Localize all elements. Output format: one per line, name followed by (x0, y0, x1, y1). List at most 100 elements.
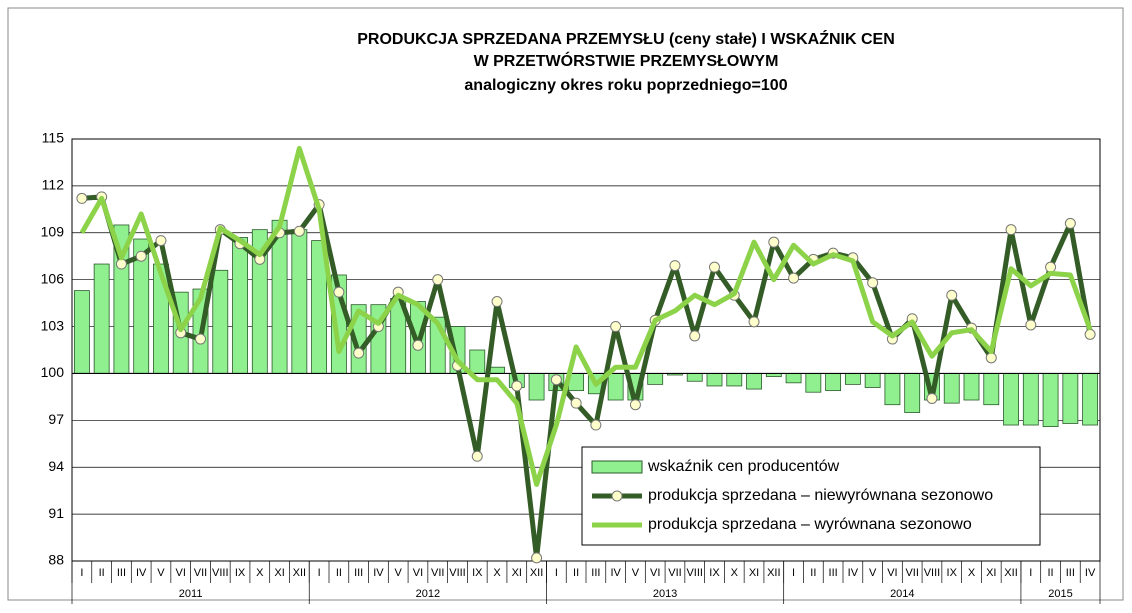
y-tick-label: 106 (41, 270, 65, 286)
x-tick-label: IV (848, 567, 859, 579)
marker (985, 352, 997, 364)
marker (709, 261, 720, 273)
x-tick-label: V (157, 567, 165, 579)
group-label: 2012 (416, 588, 440, 600)
group-label: 2015 (1048, 588, 1072, 600)
x-tick-label: XI (274, 567, 284, 579)
marker (333, 286, 345, 298)
x-tick-label: II (336, 567, 342, 579)
x-tick-label: II (1048, 567, 1054, 579)
marker (531, 552, 543, 564)
bar (746, 373, 762, 390)
x-tick-label: VI (887, 567, 897, 579)
marker (155, 235, 167, 247)
bar (983, 373, 1000, 406)
legend-label: wskaźnik cen producentów (647, 458, 840, 475)
bar (1042, 373, 1059, 427)
marker (867, 277, 879, 289)
bar (805, 373, 822, 393)
bar (291, 229, 308, 374)
bar (1003, 373, 1019, 426)
x-tick-label: III (1066, 567, 1075, 579)
group-label: 2014 (890, 588, 914, 600)
x-tick-label: IX (947, 567, 958, 579)
x-tick-label: II (810, 567, 816, 579)
marker (1045, 261, 1057, 273)
x-tick-label: I (318, 567, 321, 579)
bar (706, 373, 723, 387)
bar (686, 373, 703, 382)
line (81, 194, 1093, 561)
marker (610, 321, 622, 333)
bar (212, 269, 229, 374)
marker (946, 289, 958, 301)
x-tick-label: III (591, 567, 600, 579)
bar (864, 373, 881, 388)
x-tick-label: VII (431, 567, 444, 579)
bar (469, 349, 486, 374)
x-tick-label: X (493, 567, 501, 579)
marker (491, 296, 503, 308)
legend-marker (611, 490, 623, 502)
x-tick-label: IV (136, 567, 147, 579)
marker (1005, 224, 1017, 236)
x-tick-label: XII (767, 567, 780, 579)
marker (926, 392, 938, 404)
bar (489, 366, 505, 374)
bar (528, 373, 545, 401)
marker (195, 333, 206, 345)
x-tick-label: VI (650, 567, 660, 579)
x-tick-label: VII (668, 567, 681, 579)
marker (115, 258, 127, 270)
x-tick-label: III (117, 567, 126, 579)
y-tick-label: 115 (42, 130, 65, 146)
y-tick-label: 100 (41, 364, 65, 380)
marker (511, 380, 523, 392)
x-tick-label: III (829, 567, 838, 579)
group-label: 2011 (179, 588, 203, 600)
marker (1084, 328, 1096, 340)
marker (76, 192, 88, 204)
marker (590, 419, 602, 431)
x-tick-label: VIII (924, 567, 941, 579)
bar (726, 373, 743, 387)
x-tick-label: IX (472, 567, 483, 579)
x-tick-label: IV (610, 567, 621, 579)
x-tick-label: II (99, 567, 105, 579)
x-tick-label: XII (530, 567, 543, 579)
bar (844, 373, 861, 385)
bar (1022, 373, 1039, 426)
marker (748, 316, 760, 328)
y-tick-label: 112 (42, 177, 65, 193)
x-tick-label: VI (413, 567, 423, 579)
y-tick-label: 97 (48, 411, 64, 427)
marker (471, 450, 483, 462)
bar (93, 263, 110, 374)
marker (570, 397, 582, 409)
x-tick-label: VIII (212, 567, 229, 579)
x-tick-label: II (573, 567, 579, 579)
legend (581, 446, 1041, 546)
legend-swatch (591, 460, 643, 474)
y-tick-label: 88 (48, 552, 64, 568)
y-tick-label: 91 (48, 505, 64, 521)
y-tick-label: 109 (41, 223, 65, 239)
marker (432, 274, 444, 286)
x-tick-label: V (869, 567, 877, 579)
title-line: analogiczny okres roku poprzedniego=100 (464, 77, 787, 94)
x-tick-label: IX (235, 567, 246, 579)
x-tick-label: IX (709, 567, 720, 579)
x-tick-label: X (968, 567, 976, 579)
x-tick-label: V (632, 567, 640, 579)
x-tick-label: XII (293, 567, 306, 579)
x-tick-label: X (731, 567, 739, 579)
legend-label: produkcja sprzedana – wyrównana sezonowo (648, 516, 972, 533)
x-tick-label: IV (1085, 567, 1096, 579)
marker (669, 260, 681, 272)
marker (768, 236, 780, 248)
bar (785, 373, 802, 384)
bar (904, 373, 921, 413)
bar (1082, 373, 1099, 426)
x-tick-label: XI (512, 567, 522, 579)
marker (1025, 319, 1037, 331)
